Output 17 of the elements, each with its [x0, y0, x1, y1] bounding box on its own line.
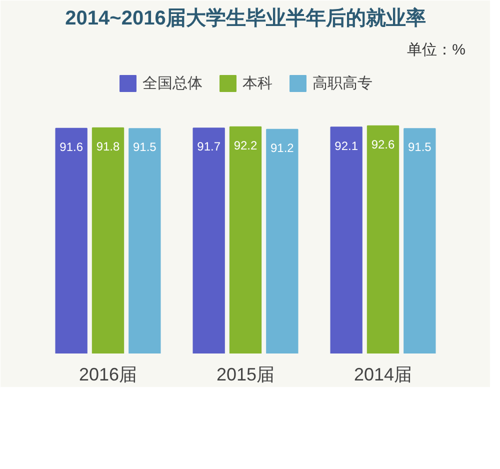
data-label: 91.8	[96, 139, 120, 154]
text: 单位：%	[407, 42, 466, 58]
data-label: 91.2	[270, 140, 294, 155]
data-label: 91.6	[60, 140, 84, 154]
data-label: 91.5	[408, 140, 432, 154]
x-tick-label: 2015届	[216, 364, 275, 384]
chart-title: 2014~2016届大学生毕业半年后的就业率	[65, 6, 426, 30]
data-label: 91.7	[197, 140, 221, 154]
x-tick-label: 2014届	[354, 364, 412, 384]
legend-label: 全国总体	[142, 74, 202, 92]
data-label: 92.6	[371, 138, 396, 152]
data-label: 92.1	[334, 138, 358, 153]
data-label: 91.5	[132, 140, 157, 154]
legend-label: 本科	[242, 74, 272, 92]
data-label: 92.2	[234, 138, 258, 153]
x-tick-label: 2016届	[78, 364, 138, 384]
legend-label: 高职高专	[312, 74, 372, 92]
